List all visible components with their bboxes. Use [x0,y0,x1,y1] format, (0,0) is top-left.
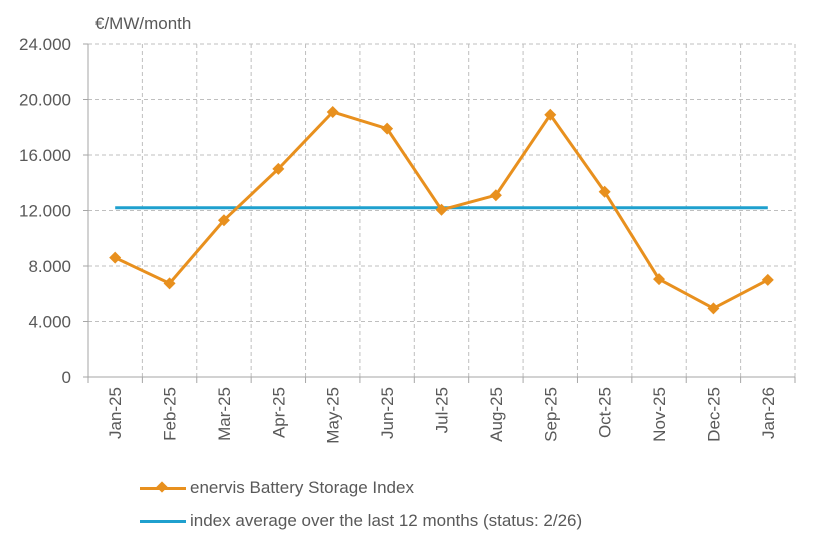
x-tick-label: Oct-25 [596,387,615,438]
data-point-marker [544,108,557,121]
axes [83,43,796,383]
data-point-marker [326,105,339,118]
y-tick-label: 0 [62,368,71,387]
data-point-marker [707,302,720,315]
x-tick-label: Sep-25 [541,387,560,442]
data-point-marker [435,203,448,216]
x-tick-labels: Jan-25 Feb-25 Mar-25 Apr-25 May-25 Jun-25 Jul-… [106,387,778,444]
x-tick-label: Aug-25 [487,387,506,442]
y-axis-unit-label: €/MW/month [95,14,191,33]
legend-label-average: index average over the last 12 months (s… [190,511,583,530]
legend-swatch-average [140,511,186,531]
grid-lines [88,43,796,377]
legend-swatch-index [140,478,186,498]
data-point-marker [598,185,611,198]
x-tick-label: Jul-25 [433,387,452,433]
legend-item-index: enervis Battery Storage Index [140,478,414,498]
x-tick-label: Jan-26 [759,387,778,439]
series-group [109,105,774,315]
x-tick-label: Apr-25 [269,387,288,438]
x-tick-label: May-25 [324,387,343,444]
data-point-marker [381,122,394,135]
x-tick-label: Nov-25 [650,387,669,442]
x-tick-label: Mar-25 [215,387,234,441]
x-tick-label: Jun-25 [378,387,397,439]
y-tick-label: 4.000 [28,313,71,332]
data-point-marker [653,273,666,286]
legend-item-average: index average over the last 12 months (s… [140,511,582,531]
data-point-marker [109,251,122,264]
data-point-marker [217,214,230,227]
data-point-marker [761,273,774,286]
y-tick-label: 12.000 [19,202,71,221]
x-tick-label: Feb-25 [161,387,180,441]
data-point-marker [489,189,502,202]
y-tick-label: 20.000 [19,91,71,110]
data-point-marker [272,162,285,175]
data-point-marker [163,277,176,290]
y-tick-label: 16.000 [19,146,71,165]
x-tick-label: Jan-25 [106,387,125,439]
legend-diamond-marker-icon [156,481,168,493]
legend-line-average [140,520,186,523]
y-tick-labels: 0 4.000 8.000 12.000 16.000 20.000 24.000 [19,35,71,387]
y-tick-label: 8.000 [28,257,71,276]
x-tick-label: Dec-25 [704,387,723,442]
line-chart: €/MW/month 0 4.000 8.000 12.000 16.000 20.000… [19,14,796,444]
y-tick-label: 24.000 [19,35,71,54]
legend-label-index: enervis Battery Storage Index [190,478,414,497]
